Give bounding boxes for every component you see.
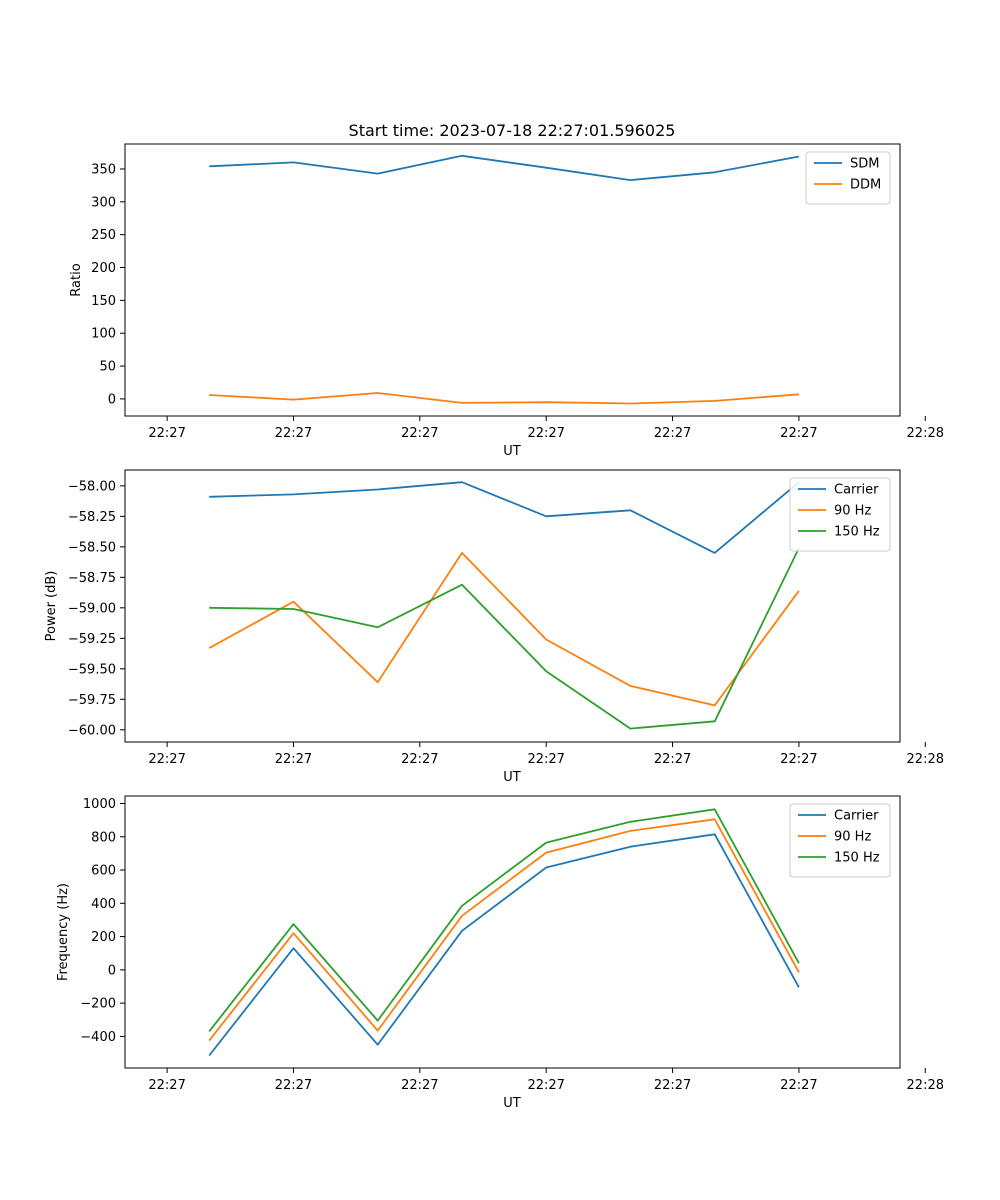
ratio-panel: 22:27 22:27 22:27 22:27 22:27 22:27 22:28 0 50 10… [69,143,944,459]
ratio-x-tick-label: 22:27 [148,426,185,441]
ratio-x-tick-label: 22:27 [275,426,312,441]
power-x-tick-label: 22:27 [780,752,817,767]
power-x-tick-label: 22:27 [148,752,185,767]
ratio-series-ddm-line [209,392,799,405]
power-legend-box [789,477,891,552]
ratio-x-tick-label: 22:27 [780,426,817,441]
frequency-y-tick-label: −400 [80,1030,116,1045]
frequency-panel: 22:27 22:27 22:27 22:27 22:27 22:27 22:28 −400 −… [56,795,944,1111]
power-y-tick-label: −60.00 [68,723,116,738]
power-legend: Carrier 90 Hz 150 Hz [789,477,891,552]
power-y-tick-label: −58.75 [68,571,116,586]
frequency-legend-label-carrier: Carrier [834,809,879,824]
ratio-legend-label-ddm: DDM [850,178,881,193]
frequency-y-tick-label: 0 [108,963,116,978]
ratio-y-axis-label: Ratio [69,263,84,296]
ratio-x-tick-label: 22:27 [401,426,438,441]
frequency-y-tick-label: −200 [80,997,116,1012]
frequency-series-90-hz-line [208,818,800,1042]
frequency-y-tick-label: 600 [91,864,116,879]
frequency-legend: Carrier 90 Hz 150 Hz [789,803,891,878]
ratio-plot-frame [124,143,901,417]
power-y-tick-label: −59.75 [68,693,116,708]
power-y-tick-label: −58.25 [68,510,116,525]
power-series-150-hz-line [209,547,800,730]
figure-title: Start time: 2023-07-18 22:27:01.596025 [349,121,676,140]
frequency-series-carrier-line [208,833,800,1057]
power-x-tick-label: 22:28 [907,752,944,767]
frequency-legend-box [789,803,891,878]
ratio-y-tick-label: 350 [91,162,116,177]
ratio-legend: SDM DDM [805,151,891,205]
ratio-x-tick-label: 22:28 [907,426,944,441]
power-y-tick-label: −59.50 [68,662,116,677]
ratio-legend-label-sdm: SDM [850,157,879,172]
frequency-x-tick-label: 22:27 [527,1078,564,1093]
frequency-x-tick-label: 22:27 [275,1078,312,1093]
frequency-y-tick-label: 400 [91,897,116,912]
frequency-y-tick-label: 200 [91,930,116,945]
power-x-tick-label: 22:27 [401,752,438,767]
ratio-y-tick-label: 200 [91,261,116,276]
power-legend-label-90-hz: 90 Hz [834,504,871,519]
frequency-x-tick-label: 22:27 [401,1078,438,1093]
frequency-y-axis-label: Frequency (Hz) [56,883,71,981]
ratio-legend-box [805,151,891,205]
frequency-legend-label-90-hz: 90 Hz [834,830,871,845]
power-panel: 22:27 22:27 22:27 22:27 22:27 22:27 22:28 −60.0… [44,469,944,785]
ratio-y-tick-label: 100 [91,327,116,342]
power-x-tick-label: 22:27 [275,752,312,767]
ratio-y-tick-label: 300 [91,195,116,210]
ratio-series-sdm-line [209,154,800,182]
power-legend-label-carrier: Carrier [834,483,879,498]
ratio-y-tick-label: 150 [91,294,116,309]
power-y-tick-label: −58.00 [68,479,116,494]
frequency-y-tick-label: 800 [91,830,116,845]
frequency-x-tick-label: 22:28 [907,1078,944,1093]
frequency-x-axis-label: UT [503,1096,521,1111]
ratio-x-axis-label: UT [503,444,521,459]
power-x-tick-label: 22:27 [527,752,564,767]
frequency-x-tick-label: 22:27 [654,1078,691,1093]
power-x-tick-label: 22:27 [654,752,691,767]
frequency-series-150-hz-line [208,808,800,1032]
frequency-y-tick-label: 1000 [83,797,116,812]
ratio-y-tick-label: 50 [99,360,116,375]
frequency-x-tick-label: 22:27 [780,1078,817,1093]
frequency-legend-label-150-hz: 150 Hz [834,851,880,866]
ratio-y-tick-label: 0 [108,392,116,407]
power-series-carrier-line [209,481,800,554]
power-y-axis-label: Power (dB) [44,571,59,642]
frequency-plot-frame [124,795,901,1069]
ratio-x-tick-label: 22:27 [654,426,691,441]
power-series-90-hz-line [208,552,800,707]
power-y-tick-label: −59.25 [68,632,116,647]
power-legend-label-150-hz: 150 Hz [834,525,880,540]
power-y-tick-label: −58.50 [68,540,116,555]
ratio-x-tick-label: 22:27 [527,426,564,441]
ratio-y-tick-label: 250 [91,228,116,243]
power-x-axis-label: UT [503,770,521,785]
frequency-x-tick-label: 22:27 [148,1078,185,1093]
power-y-tick-label: −59.00 [68,601,116,616]
